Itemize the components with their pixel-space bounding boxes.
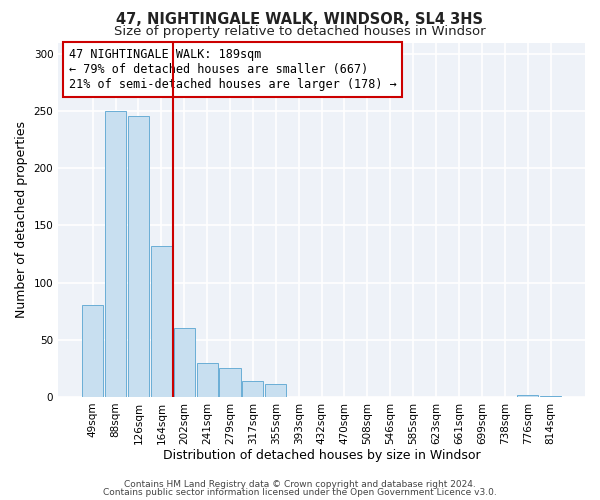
Bar [242, 381, 263, 397]
Y-axis label: Number of detached properties: Number of detached properties [15, 121, 28, 318]
Bar [105, 111, 126, 397]
Bar [197, 362, 218, 397]
Text: 47, NIGHTINGALE WALK, WINDSOR, SL4 3HS: 47, NIGHTINGALE WALK, WINDSOR, SL4 3HS [116, 12, 484, 28]
Text: Contains public sector information licensed under the Open Government Licence v3: Contains public sector information licen… [103, 488, 497, 497]
Bar [540, 396, 561, 397]
Bar [517, 394, 538, 397]
Bar [265, 384, 286, 397]
Bar [220, 368, 241, 397]
Text: Size of property relative to detached houses in Windsor: Size of property relative to detached ho… [114, 25, 486, 38]
Bar [128, 116, 149, 397]
Bar [151, 246, 172, 397]
X-axis label: Distribution of detached houses by size in Windsor: Distribution of detached houses by size … [163, 450, 481, 462]
Bar [82, 306, 103, 397]
Text: 47 NIGHTINGALE WALK: 189sqm
← 79% of detached houses are smaller (667)
21% of se: 47 NIGHTINGALE WALK: 189sqm ← 79% of det… [69, 48, 397, 91]
Text: Contains HM Land Registry data © Crown copyright and database right 2024.: Contains HM Land Registry data © Crown c… [124, 480, 476, 489]
Bar [173, 328, 195, 397]
